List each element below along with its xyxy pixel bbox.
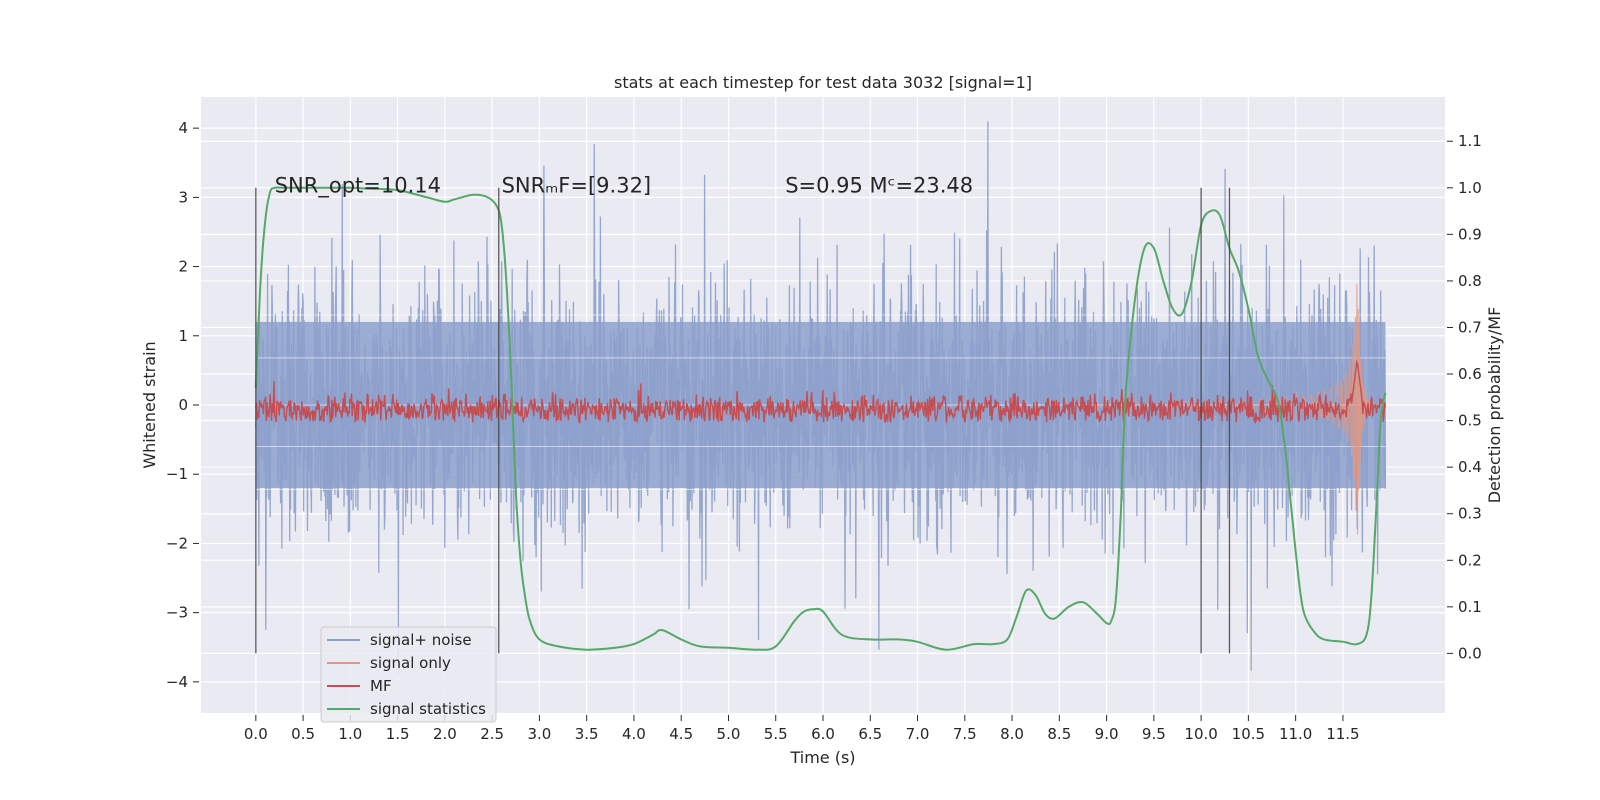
x-tick-label: 1.5	[386, 725, 410, 743]
series-mf-line	[255, 359, 1387, 425]
y-tick-label: −3	[166, 604, 188, 622]
y-tick-label: 2	[178, 258, 188, 276]
x-tick-label: 4.0	[622, 725, 646, 743]
y-tick-label: −2	[166, 534, 188, 552]
chart-title: stats at each timestep for test data 303…	[614, 73, 1032, 92]
legend-label-signal-noise: signal+ noise	[370, 631, 472, 649]
y2-tick-label: 0.3	[1458, 505, 1482, 523]
y2-axis-ticks: 1.1 1.0 0.9 0.8 0.7 0.6 0.5 0.4 0.3 0.2 0.1 0.0	[1447, 132, 1482, 662]
x-tick-label: 6.5	[858, 725, 882, 743]
x-tick-label: 7.5	[953, 725, 977, 743]
y-tick-label: 3	[178, 188, 188, 206]
series-layer	[254, 121, 1387, 676]
annotation-text: S=0.95 Mᶜ=23.48	[785, 173, 973, 197]
y2-tick-label: 0.5	[1458, 412, 1482, 430]
x-tick-label: 5.5	[764, 725, 788, 743]
annotation-text: SNRₘF=[9.32]	[502, 173, 652, 197]
y-tick-label: 0	[178, 396, 188, 414]
y-tick-label: 1	[178, 327, 188, 345]
y2-tick-label: 0.7	[1458, 318, 1482, 336]
y-axis-ticks: 4 3 2 1 0 −1 −2 −3 −4	[166, 119, 199, 691]
y2-tick-label: 1.0	[1458, 179, 1482, 197]
annotations: SNR_opt=10.14 SNRₘF=[9.32] S=0.95 Mᶜ=23.48	[275, 173, 973, 198]
vertical-markers	[255, 187, 1231, 654]
x-tick-label: 3.5	[575, 725, 599, 743]
x-axis-ticks: 0.0 0.5 1.0 1.5 2.0 2.5 3.0 3.5 4.0 4.5 5.0 5.5 6.0 6…	[244, 715, 1360, 743]
legend-label-signal-only: signal only	[370, 654, 451, 672]
x-tick-label: 2.0	[433, 725, 457, 743]
x-tick-label: 10.0	[1184, 725, 1217, 743]
legend-label-mf: MF	[370, 677, 392, 695]
y2-axis-label: Detection probability/MF	[1485, 307, 1504, 504]
y2-tick-label: 0.1	[1458, 598, 1482, 616]
x-tick-label: 0.0	[244, 725, 268, 743]
x-tick-label: 3.0	[527, 725, 551, 743]
y2-tick-label: 1.1	[1458, 132, 1482, 150]
x-tick-label: 11.0	[1279, 725, 1312, 743]
y2-tick-label: 0.2	[1458, 551, 1482, 569]
y-tick-label: 4	[178, 119, 188, 137]
x-tick-label: 1.0	[338, 725, 362, 743]
annotation-text: SNR_opt=10.14	[275, 173, 441, 198]
x-tick-label: 8.5	[1047, 725, 1071, 743]
x-tick-label: 6.0	[811, 725, 835, 743]
legend-box	[320, 626, 497, 723]
series-signal-statistics-line	[254, 186, 1387, 651]
x-tick-label: 4.5	[669, 725, 693, 743]
x-tick-label: 8.0	[1000, 725, 1024, 743]
y2-tick-label: 0.9	[1458, 225, 1482, 243]
legend-label-signal-statistics: signal statistics	[370, 700, 486, 718]
x-tick-label: 11.5	[1326, 725, 1359, 743]
x-tick-label: 7.0	[906, 725, 930, 743]
x-tick-label: 5.0	[717, 725, 741, 743]
y-axis-label: Whitened strain	[140, 341, 159, 468]
y2-tick-label: 0.8	[1458, 272, 1482, 290]
y-tick-label: −1	[166, 465, 188, 483]
y2-tick-label: 0.0	[1458, 644, 1482, 662]
legend: signal+ noise signal only MF signal stat…	[320, 626, 497, 723]
x-tick-label: 2.5	[480, 725, 504, 743]
y-tick-label: −4	[166, 673, 188, 691]
y2-tick-label: 0.6	[1458, 365, 1482, 383]
x-axis-label: Time (s)	[789, 748, 855, 767]
x-tick-label: 10.5	[1232, 725, 1265, 743]
x-tick-label: 0.5	[291, 725, 315, 743]
x-tick-label: 9.5	[1142, 725, 1166, 743]
y2-tick-label: 0.4	[1458, 458, 1482, 476]
x-tick-label: 9.0	[1095, 725, 1119, 743]
